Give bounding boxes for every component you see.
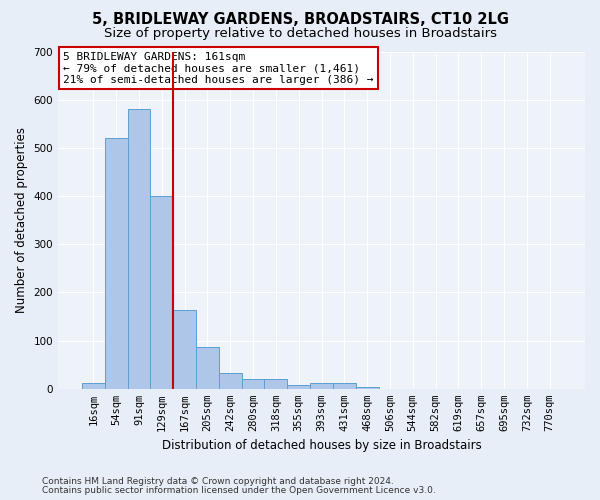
Y-axis label: Number of detached properties: Number of detached properties: [15, 127, 28, 313]
Bar: [265, 379, 287, 389]
Bar: [128, 110, 151, 389]
Text: Size of property relative to detached houses in Broadstairs: Size of property relative to detached ho…: [104, 28, 497, 40]
Bar: [219, 374, 242, 389]
Text: Contains HM Land Registry data © Crown copyright and database right 2024.: Contains HM Land Registry data © Crown c…: [42, 477, 394, 486]
Bar: [242, 379, 265, 389]
Bar: [333, 383, 356, 389]
Text: 5, BRIDLEWAY GARDENS, BROADSTAIRS, CT10 2LG: 5, BRIDLEWAY GARDENS, BROADSTAIRS, CT10 …: [91, 12, 509, 28]
Text: Contains public sector information licensed under the Open Government Licence v3: Contains public sector information licen…: [42, 486, 436, 495]
Bar: [310, 383, 333, 389]
Bar: [105, 138, 128, 389]
Bar: [151, 196, 173, 389]
Bar: [82, 382, 105, 389]
Bar: [356, 388, 379, 389]
X-axis label: Distribution of detached houses by size in Broadstairs: Distribution of detached houses by size …: [161, 440, 481, 452]
Bar: [173, 310, 196, 389]
Bar: [287, 385, 310, 389]
Text: 5 BRIDLEWAY GARDENS: 161sqm
← 79% of detached houses are smaller (1,461)
21% of : 5 BRIDLEWAY GARDENS: 161sqm ← 79% of det…: [64, 52, 374, 84]
Bar: [196, 347, 219, 389]
